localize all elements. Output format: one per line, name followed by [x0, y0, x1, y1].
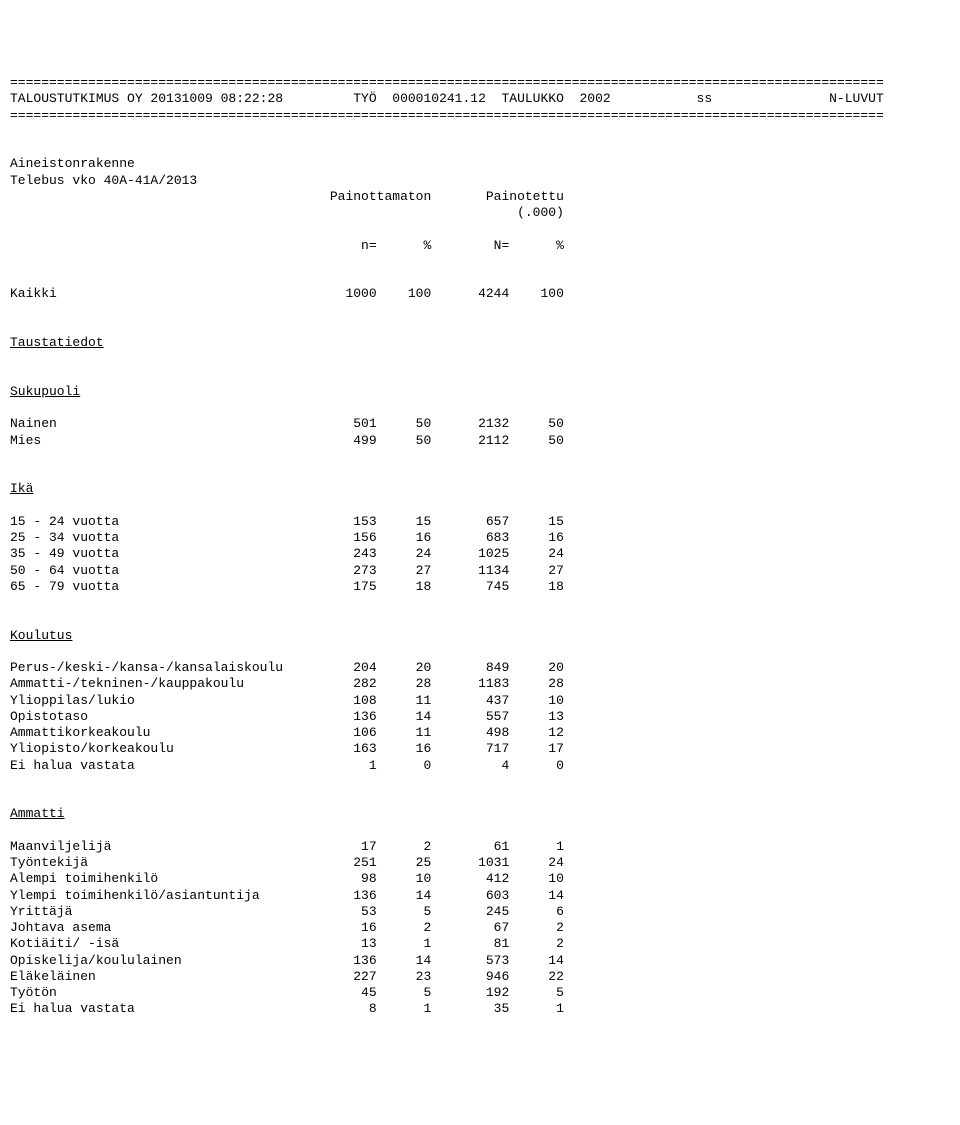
table-row: Alempi toimihenkilö 98 10 412 10	[10, 871, 564, 886]
source-line1: Aineistonrakenne	[10, 156, 135, 171]
header-divider: ========================================…	[10, 108, 884, 123]
table-row: Kaikki 1000 100 4244 100	[10, 286, 564, 301]
table-row: 50 - 64 vuotta 273 27 1134 27	[10, 563, 564, 578]
table-row: Työntekijä 251 25 1031 24	[10, 855, 564, 870]
header-divider: ========================================…	[10, 75, 884, 90]
table-row: 25 - 34 vuotta 156 16 683 16	[10, 530, 564, 545]
table-row: Yrittäjä 53 5 245 6	[10, 904, 564, 919]
section-title: Ammatti	[10, 806, 65, 821]
table-row: Ylioppilas/lukio 108 11 437 10	[10, 693, 564, 708]
table-row: Ammatti-/tekninen-/kauppakoulu 282 28 11…	[10, 676, 564, 691]
header-line: TALOUSTUTKIMUS OY 20131009 08:22:28 TYÖ …	[10, 91, 884, 106]
table-row: Ei halua vastata 8 1 35 1	[10, 1001, 564, 1016]
table-row: Johtava asema 16 2 67 2	[10, 920, 564, 935]
table-row: 35 - 49 vuotta 243 24 1025 24	[10, 546, 564, 561]
table-row: Opistotaso 136 14 557 13	[10, 709, 564, 724]
table-row: Ei halua vastata 1 0 4 0	[10, 758, 564, 773]
section-title: Taustatiedot	[10, 335, 104, 350]
col-header-3: n= % N= %	[10, 238, 564, 253]
col-header-2: (.000)	[10, 205, 564, 220]
source-line2: Telebus vko 40A-41A/2013	[10, 173, 197, 188]
table-row: Opiskelija/koululainen 136 14 573 14	[10, 953, 564, 968]
table-row: Perus-/keski-/kansa-/kansalaiskoulu 204 …	[10, 660, 564, 675]
table-row: Kotiäiti/ -isä 13 1 81 2	[10, 936, 564, 951]
document-root: ========================================…	[10, 75, 950, 1034]
section-title: Ikä	[10, 481, 33, 496]
table-row: Eläkeläinen 227 23 946 22	[10, 969, 564, 984]
table-row: Työtön 45 5 192 5	[10, 985, 564, 1000]
table-row: Ylempi toimihenkilö/asiantuntija 136 14 …	[10, 888, 564, 903]
table-row: 65 - 79 vuotta 175 18 745 18	[10, 579, 564, 594]
table-row: Ammattikorkeakoulu 106 11 498 12	[10, 725, 564, 740]
table-row: Nainen 501 50 2132 50	[10, 416, 564, 431]
table-row: 15 - 24 vuotta 153 15 657 15	[10, 514, 564, 529]
table-row: Yliopisto/korkeakoulu 163 16 717 17	[10, 741, 564, 756]
section-title: Sukupuoli	[10, 384, 80, 399]
col-header-1: Painottamaton Painotettu	[10, 189, 564, 204]
table-row: Mies 499 50 2112 50	[10, 433, 564, 448]
table-row: Maanviljelijä 17 2 61 1	[10, 839, 564, 854]
section-title: Koulutus	[10, 628, 72, 643]
